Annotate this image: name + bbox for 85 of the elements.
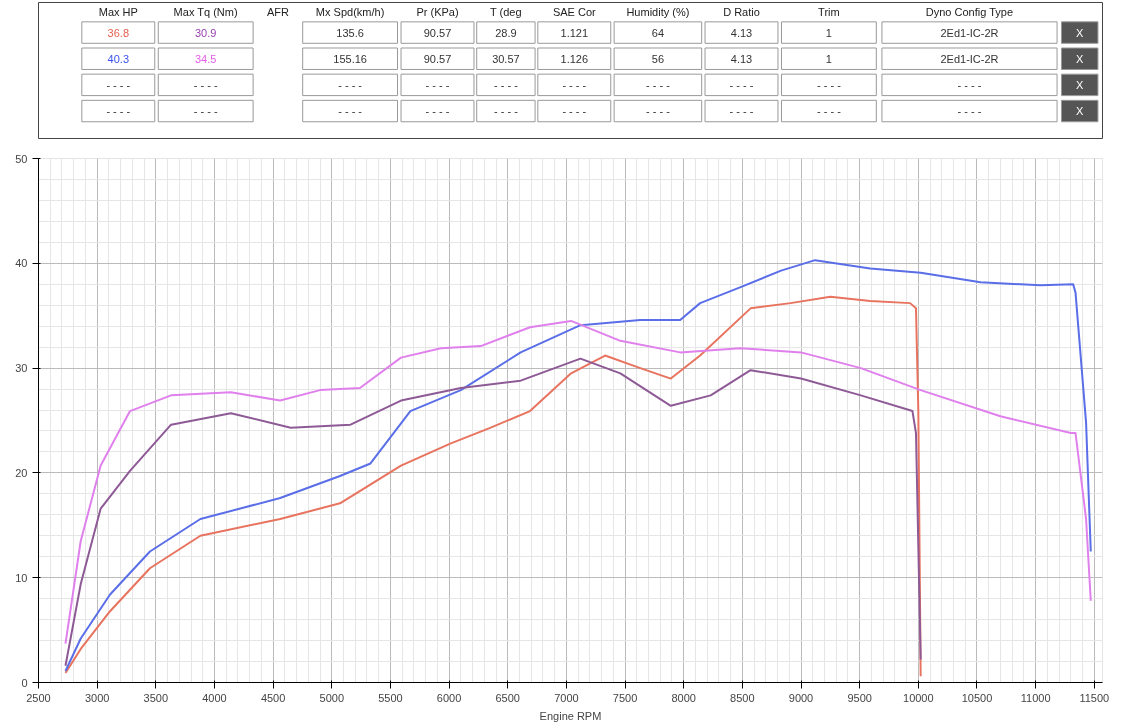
text: - - - - [957,105,982,118]
text: X [1076,26,1084,39]
text: - - - - [425,78,450,91]
category-label: Dyno Config Type [925,5,1014,18]
y-tick-label: 50 [15,152,28,165]
text: - - - - [338,78,363,91]
x-tick-label: 10500 [961,691,993,704]
text: - - - - [729,78,754,91]
x-tick-label: 7500 [612,691,638,704]
text: 64 [651,26,665,39]
text: - - - - [816,105,841,118]
y-tick-label: 20 [15,466,28,479]
x-tick-label: 9500 [847,691,872,704]
text: - - - - [193,78,218,91]
text: 1.126 [560,52,589,65]
text: 30.57 [492,52,520,65]
text: 4.13 [730,26,753,39]
text: 2Ed1-IC-2R [940,52,999,65]
x-tick-label: 6500 [495,691,520,704]
category-label: Pr (KPa) [416,5,459,18]
text: 4.13 [730,52,753,65]
x-tick-label: 5000 [319,691,345,704]
x-tick-label: 8500 [730,691,755,704]
text: - - - - [562,78,587,91]
category-label: Humidity (%) [626,5,690,18]
text: 90.57 [423,52,452,65]
text: 1 [825,52,832,65]
x-tick-label: 11000 [1020,691,1051,704]
category-label: SAE Cor [552,5,597,18]
line-series [64,357,922,667]
text: - - - - [106,78,131,91]
text: - - - - [106,105,131,118]
x-tick-label: 9000 [788,691,814,704]
text: - - - - [816,78,841,91]
text: - - - - [425,105,450,118]
x-tick-label: 11500 [1079,691,1110,704]
x-tick-label: 4000 [202,691,227,704]
text: - - - - [645,78,670,91]
text: - - - - [193,105,218,118]
text: 56 [651,52,665,65]
category-label: Max Tq (Nm) [173,5,238,18]
text: 36.8 [107,26,130,39]
y-tick-label: 40 [15,257,28,270]
x-tick-label: 7000 [554,691,579,704]
line-series [64,319,1092,645]
text: X [1076,105,1084,118]
text: 90.57 [423,26,452,39]
category-label: D Ratio [723,5,760,18]
text: X [1076,52,1084,65]
x-tick-label: 6000 [436,691,462,704]
text: - - - - [338,105,363,118]
text: X [1076,78,1084,91]
text: 1 [825,26,832,39]
x-tick-label: 3500 [143,691,169,704]
text: - - - - [493,105,518,118]
y-tick-label: 0 [21,676,28,689]
text: - - - - [729,105,754,118]
y-tick-label: 30 [15,362,28,375]
x-tick-label: 5500 [378,691,403,704]
text: 2Ed1-IC-2R [940,26,999,39]
text: 1.121 [560,26,589,39]
category-label: Mx Spd(km/h) [315,5,385,18]
text: 155.16 [333,52,367,65]
x-axis-title: Engine RPM [539,709,602,722]
x-tick-label: 3000 [84,691,110,704]
text: 40.3 [107,52,130,65]
x-tick-label: 10000 [903,691,934,704]
x-tick-label: 2500 [26,691,51,704]
y-tick-label: 10 [15,571,28,584]
text: - - - - [957,78,982,91]
x-tick-label: 4500 [260,691,286,704]
category-label: T (deg [490,5,522,18]
text: 34.5 [195,52,217,65]
text: 28.9 [495,26,517,39]
text: - - - - [493,78,518,91]
text: - - - - [562,105,587,118]
category-label: AFR [266,5,289,18]
category-label: Max HP [98,5,138,18]
x-tick-label: 8000 [671,691,696,704]
text: - - - - [645,105,670,118]
text: 30.9 [195,26,217,39]
line-series [64,259,1092,672]
text: 135.6 [336,26,364,39]
line-series [64,295,922,678]
category-label: Trim [818,5,840,18]
